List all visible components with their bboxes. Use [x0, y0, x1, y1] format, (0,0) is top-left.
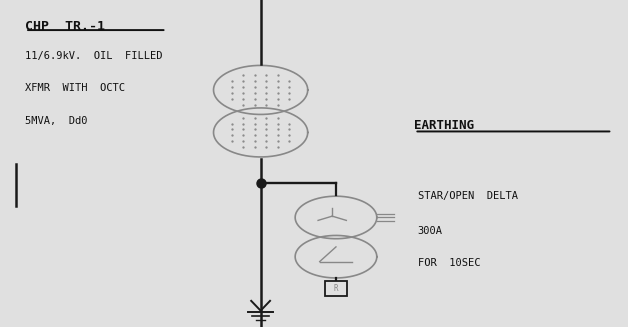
Text: R: R: [333, 284, 338, 293]
Text: 5MVA,  Dd0: 5MVA, Dd0: [25, 116, 88, 126]
Text: FOR  10SEC: FOR 10SEC: [418, 258, 480, 268]
Text: CHP  TR.-1: CHP TR.-1: [25, 20, 105, 33]
Text: STAR/OPEN  DELTA: STAR/OPEN DELTA: [418, 191, 517, 201]
Text: 300A: 300A: [418, 226, 443, 236]
Bar: [325, 281, 347, 296]
Text: EARTHING: EARTHING: [414, 119, 475, 132]
Text: 11/6.9kV.  OIL  FILLED: 11/6.9kV. OIL FILLED: [25, 51, 163, 61]
Text: XFMR  WITH  OCTC: XFMR WITH OCTC: [25, 83, 125, 94]
